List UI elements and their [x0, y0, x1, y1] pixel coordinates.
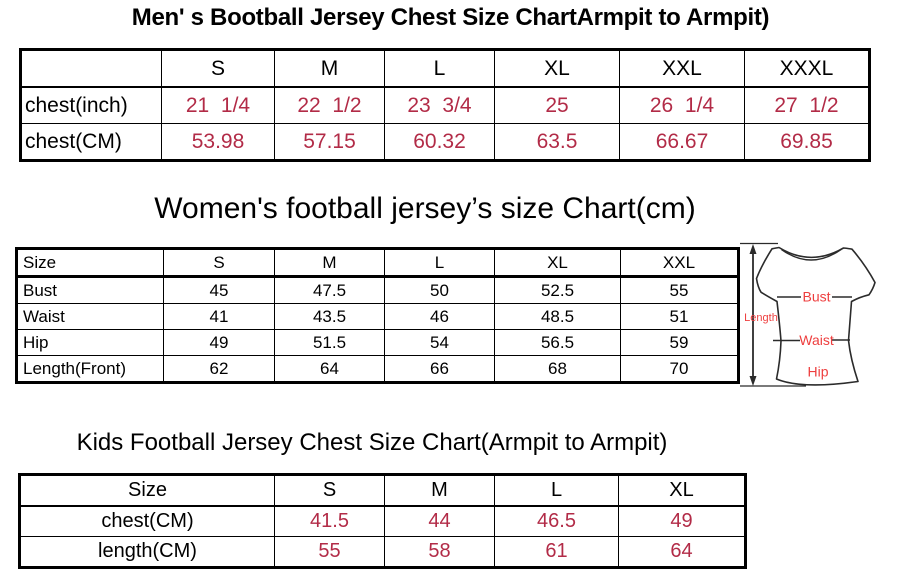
header-cell: [20, 49, 162, 88]
row-label-cell: chest(CM): [20, 123, 162, 161]
waist-label: Waist: [799, 332, 834, 348]
table-row: chest(inch) 21 1/4 22 1/2 23 3/4 25 26 1…: [20, 86, 870, 124]
table-row: Length(Front) 62 64 66 68 70: [16, 355, 739, 383]
value-cell: 58: [384, 536, 495, 568]
value-cell: 53.98: [161, 123, 275, 161]
tshirt-outline: [755, 246, 876, 386]
value-cell: 60.32: [384, 123, 495, 161]
header-cell: XL: [618, 474, 746, 507]
value-cell: 41.5: [274, 505, 385, 537]
waist-line: [773, 339, 850, 342]
header-cell: XL: [494, 49, 620, 88]
header-cell: XXL: [619, 49, 745, 88]
women-chart-title: Women's football jersey’s size Chart(cm): [154, 192, 696, 225]
header-cell: L: [494, 474, 619, 507]
header-cell: Size: [19, 474, 275, 507]
hip-label: Hip: [807, 364, 828, 380]
header-cell: XL: [494, 248, 621, 278]
value-cell: 46.5: [494, 505, 619, 537]
row-label-cell: Length(Front): [16, 355, 164, 383]
row-label-cell: chest(inch): [20, 86, 162, 124]
header-cell: XXXL: [744, 49, 870, 88]
value-cell: 23 3/4: [384, 86, 495, 124]
value-cell: 59: [620, 329, 739, 356]
kids-size-table: Size S M L XL chest(CM) 41.5 44 46.5 49 …: [18, 473, 747, 569]
value-cell: 63.5: [494, 123, 620, 161]
kids-chart-title: Kids Football Jersey Chest Size Chart(Ar…: [76, 429, 668, 456]
men-size-table: S M L XL XXL XXXL chest(inch) 21 1/4 22 …: [19, 48, 871, 162]
value-cell: 47.5: [274, 276, 385, 304]
collar-inner-line: [781, 248, 842, 261]
table-header-row: Size S M L XL XXL: [16, 248, 739, 278]
value-cell: 49: [618, 505, 746, 537]
value-cell: 50: [384, 276, 495, 304]
value-cell: 54: [384, 329, 495, 356]
header-cell: L: [384, 248, 495, 278]
row-label-cell: chest(CM): [19, 505, 275, 537]
table-header-row: S M L XL XXL XXXL: [20, 49, 870, 88]
value-cell: 27 1/2: [744, 86, 870, 124]
row-label-cell: Hip: [16, 329, 164, 356]
header-cell: L: [384, 49, 495, 88]
table-row: Bust 45 47.5 50 52.5 55: [16, 276, 739, 304]
header-cell: XXL: [620, 248, 739, 278]
table-row: Waist 41 43.5 46 48.5 51: [16, 303, 739, 330]
table-row: chest(CM) 41.5 44 46.5 49: [19, 505, 746, 537]
header-cell: M: [274, 49, 385, 88]
men-chart-title: Men' s Bootball Jersey Chest Size ChartA…: [131, 4, 770, 31]
women-size-table: Size S M L XL XXL Bust 45 47.5 50 52.5 5…: [15, 247, 740, 384]
tshirt-measurement-diagram: Length Bust Waist Hip: [740, 242, 876, 387]
length-arrow: [740, 242, 806, 387]
value-cell: 61: [494, 536, 619, 568]
table-row: Hip 49 51.5 54 56.5 59: [16, 329, 739, 356]
value-cell: 49: [163, 329, 275, 356]
table-row: chest(CM) 53.98 57.15 60.32 63.5 66.67 6…: [20, 123, 870, 161]
value-cell: 41: [163, 303, 275, 330]
value-cell: 45: [163, 276, 275, 304]
value-cell: 22 1/2: [274, 86, 385, 124]
length-label: Length: [744, 312, 778, 324]
value-cell: 48.5: [494, 303, 621, 330]
value-cell: 25: [494, 86, 620, 124]
value-cell: 46: [384, 303, 495, 330]
value-cell: 44: [384, 505, 495, 537]
value-cell: 26 1/4: [619, 86, 745, 124]
value-cell: 62: [163, 355, 275, 383]
value-cell: 68: [494, 355, 621, 383]
value-cell: 51: [620, 303, 739, 330]
value-cell: 70: [620, 355, 739, 383]
value-cell: 69.85: [744, 123, 870, 161]
row-label-cell: length(CM): [19, 536, 275, 568]
header-cell: M: [384, 474, 495, 507]
table-header-row: Size S M L XL: [19, 474, 746, 507]
value-cell: 57.15: [274, 123, 385, 161]
header-cell: M: [274, 248, 385, 278]
value-cell: 55: [620, 276, 739, 304]
header-cell: S: [274, 474, 385, 507]
table-row: length(CM) 55 58 61 64: [19, 536, 746, 568]
row-label-cell: Waist: [16, 303, 164, 330]
bust-label: Bust: [802, 289, 830, 305]
header-cell: S: [161, 49, 275, 88]
header-cell: S: [163, 248, 275, 278]
value-cell: 64: [618, 536, 746, 568]
value-cell: 55: [274, 536, 385, 568]
value-cell: 64: [274, 355, 385, 383]
value-cell: 43.5: [274, 303, 385, 330]
value-cell: 52.5: [494, 276, 621, 304]
value-cell: 21 1/4: [161, 86, 275, 124]
value-cell: 56.5: [494, 329, 621, 356]
value-cell: 66: [384, 355, 495, 383]
row-label-cell: Bust: [16, 276, 164, 304]
header-cell: Size: [16, 248, 164, 278]
value-cell: 51.5: [274, 329, 385, 356]
value-cell: 66.67: [619, 123, 745, 161]
